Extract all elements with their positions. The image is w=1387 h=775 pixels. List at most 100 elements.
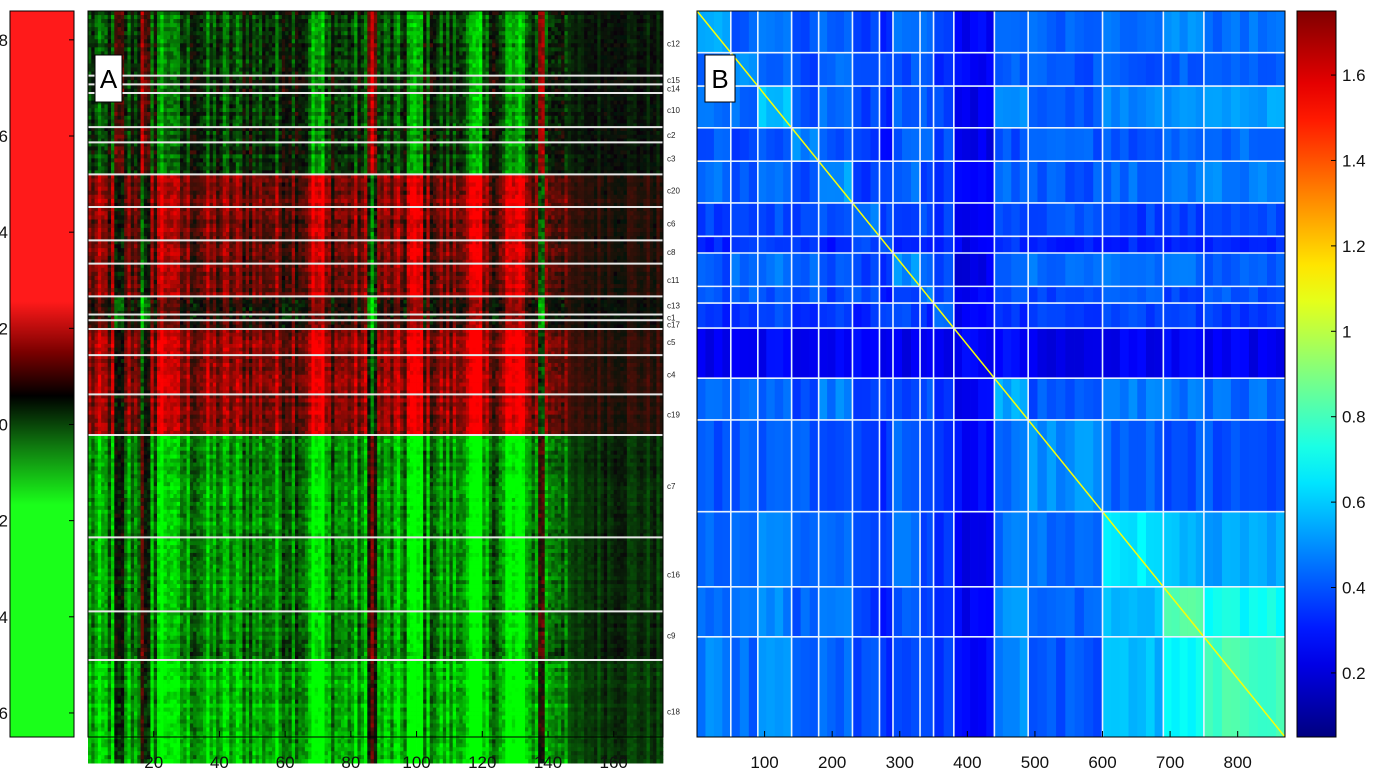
heatmap-a-cell [120,55,125,60]
heatmap-a-cell [170,96,174,101]
heatmap-a-cell [334,43,339,48]
heatmap-a-cell [364,63,368,68]
heatmap-a-cell [206,115,210,120]
heatmap-a-cell [541,84,546,90]
heatmap-a-cell [656,84,661,90]
heatmap-a-cell [321,119,325,124]
heatmap-a-cell [354,43,358,48]
heatmap-a-cell [462,104,467,109]
heatmap-a-cell [360,93,365,98]
heatmap-a-cell [548,35,552,40]
heatmap-a-cell [347,23,352,28]
heatmap-a-cell [541,104,546,109]
heatmap-a-cell [531,59,536,64]
heatmap-a-cell [137,96,141,101]
heatmap-a-cell [587,96,592,101]
heatmap-a-cell [252,43,256,48]
heatmap-a-cell [226,123,230,128]
heatmap-a-cell [469,75,473,81]
heatmap-a-cell [88,55,92,60]
heatmap-a-cell [206,93,210,98]
heatmap-a-cell [239,59,243,64]
heatmap-a-cell [551,59,555,64]
heatmap-a-cell [160,59,164,64]
heatmap-a-cell [364,27,368,32]
heatmap-a-cell [235,75,240,81]
heatmap-a-cell [347,115,352,120]
heatmap-a-cell [272,63,276,68]
heatmap-a-cell [613,35,618,40]
heatmap-a-cell [495,115,500,120]
heatmap-a-cell [610,71,615,76]
heatmap-a-cell [245,75,250,81]
heatmap-a-cell [245,51,250,56]
heatmap-a-cell [291,63,296,68]
heatmap-a-cell [528,93,532,98]
heatmap-a-cell [318,108,322,113]
heatmap-a-cell [433,115,437,120]
heatmap-a-cell [104,115,109,120]
heatmap-a-cell [258,123,263,128]
heatmap-a-cell [564,104,569,109]
heatmap-a-cell [626,108,631,113]
heatmap-a-cell [561,47,565,52]
heatmap-a-cell [429,31,434,36]
heatmap-a-cell [403,96,408,101]
heatmap-a-cell [134,119,138,124]
heatmap-a-cell [528,35,532,40]
heatmap-a-cell [548,71,552,76]
heatmap-a-cell [531,88,536,94]
heatmap-a-cell [134,100,138,105]
heatmap-a-cell [137,63,141,68]
heatmap-a-cell [613,43,618,48]
heatmap-a-cell [193,59,197,64]
heatmap-a-cell [222,119,227,124]
heatmap-a-cell [281,119,286,124]
heatmap-a-cell [324,63,329,68]
heatmap-a-cell [196,79,201,85]
heatmap-a-cell [485,55,490,60]
heatmap-a-cell [580,67,585,72]
heatmap-a-cell [459,108,463,113]
heatmap-a-cell [498,115,503,120]
heatmap-a-cell [393,96,398,101]
heatmap-a-cell [153,43,158,48]
heatmap-a-cell [511,23,516,28]
heatmap-a-cell [242,39,247,44]
heatmap-a-cell [462,23,467,28]
heatmap-a-cell [216,59,220,64]
heatmap-a-cell [544,108,549,113]
heatmap-a-cell [452,79,457,85]
heatmap-a-cell [649,31,654,36]
heatmap-a-cell [153,71,158,76]
heatmap-a-cell [147,31,151,36]
heatmap-a-cell [137,43,141,48]
heatmap-a-cell [623,119,628,124]
heatmap-a-cell [341,39,345,44]
heatmap-a-cell [511,55,516,60]
heatmap-a-cell [557,51,562,56]
heatmap-a-cell [617,75,621,81]
colorbar-a-tick: 0 [0,415,8,434]
heatmap-a-cell [140,15,145,20]
heatmap-a-cell [613,96,618,101]
heatmap-a-cell [492,19,496,24]
heatmap-a-cell [196,111,201,117]
heatmap-a-cell [419,96,424,101]
heatmap-a-cell [551,84,555,90]
heatmap-a-cell [173,55,178,60]
heatmap-a-cell [166,75,171,81]
heatmap-a-cell [479,96,483,101]
heatmap-a-cell [176,27,181,32]
heatmap-a-cell [640,79,644,85]
heatmap-a-cell [646,23,651,28]
heatmap-a-cell [594,71,598,76]
heatmap-a-cell [623,43,628,48]
heatmap-a-cell [186,111,191,117]
heatmap-a-cell [288,71,293,76]
heatmap-a-cell [439,71,444,76]
heatmap-a-cell [396,63,401,68]
heatmap-a-cell [419,104,424,109]
heatmap-a-cell [387,55,391,60]
heatmap-a-cell [449,19,454,24]
